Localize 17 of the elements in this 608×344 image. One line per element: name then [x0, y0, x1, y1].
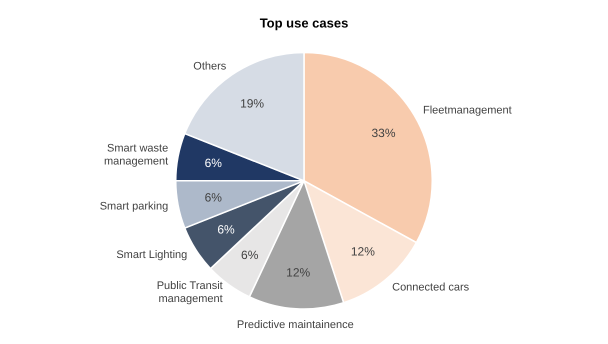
slice-label: Predictive maintainence	[236, 318, 354, 331]
slice-label: Connected cars	[392, 281, 470, 294]
data-label: 6%	[204, 156, 222, 170]
data-label: 12%	[286, 265, 311, 280]
data-label: 33%	[371, 126, 396, 140]
data-label: 6%	[217, 222, 236, 237]
chart-title: Top use cases	[260, 15, 348, 30]
slice-label: Others	[193, 60, 227, 72]
data-label: 12%	[350, 244, 376, 258]
slice-label: Smart parking	[100, 200, 168, 213]
slice-label: Public Transit management	[156, 280, 223, 306]
slice-label: Smart Lighting	[116, 248, 188, 261]
slice-label: Fleetmanagement	[423, 104, 512, 116]
data-label: 19%	[240, 96, 264, 111]
data-label: 6%	[204, 190, 222, 204]
slice-label: Smart waste management	[104, 142, 168, 168]
data-label: 6%	[241, 248, 259, 262]
